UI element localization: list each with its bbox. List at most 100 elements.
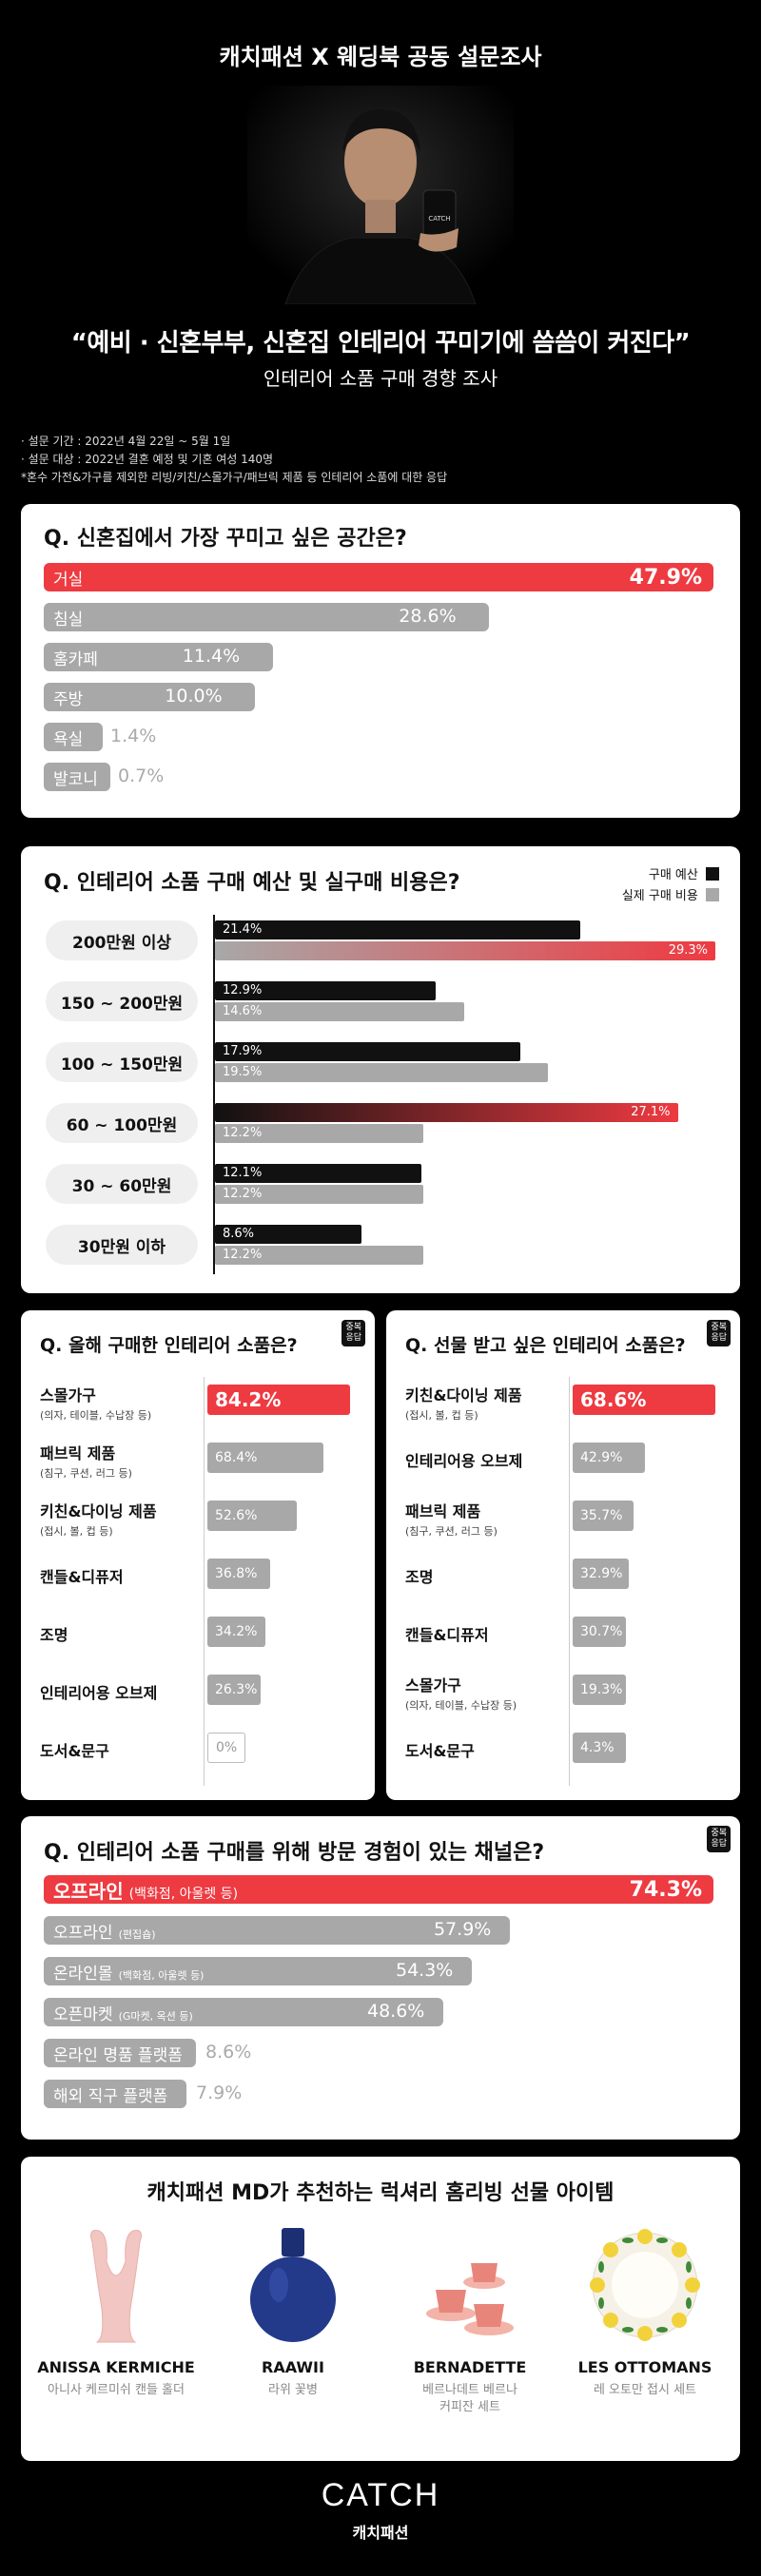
- q3-item-name-2: 키친&다이닝 제품: [40, 1502, 157, 1520]
- q4-item-value-5: 19.3%: [580, 1682, 623, 1697]
- subheadline: 인테리어 소품 구매 경향 조사: [263, 367, 498, 390]
- q2-card: Q. 인테리어 소품 구매 예산 및 실구매 비용은? 구매 예산 실제 구매 …: [21, 846, 740, 1293]
- q2-budget-bar-3: 27.1%: [215, 1103, 678, 1122]
- note-period: · 설문 기간 : 2022년 4월 22일 ~ 5월 1일: [21, 435, 231, 448]
- q5-card: Q. 인테리어 소품 구매를 위해 방문 경험이 있는 채널은? 중복 응답 오…: [21, 1816, 740, 2140]
- q4-card: Q. 선물 받고 싶은 인테리어 소품은? 중복 응답 키친&다이닝 제품 (접시…: [386, 1310, 740, 1800]
- q3-item-value-2: 52.6%: [215, 1508, 258, 1523]
- q2-category-1: 150 ~ 200만원: [46, 981, 198, 1021]
- coffee-cup-set-icon: [426, 2263, 514, 2335]
- q3-item-label-3: 캔들&디퓨저: [40, 1564, 124, 1587]
- q3-item-value-0: 84.2%: [215, 1388, 282, 1411]
- q4-item-bar-0: 68.6%: [573, 1385, 715, 1415]
- product-list: ANISSA KERMICHE 아니사 케르미쉬 캔들 홀더 RAAWII 라위…: [21, 2223, 740, 2451]
- q3-item-label-4: 조명: [40, 1622, 68, 1645]
- q5-bar-value-1: 57.9%: [434, 1919, 492, 1940]
- q5-bar-sub-2: (백화점, 아울렛 등): [118, 1968, 205, 1982]
- legend-budget: 구매 예산: [622, 865, 719, 886]
- q3-item-sub-1: (침구, 쿠션, 러그 등): [40, 1467, 132, 1480]
- plate-icon: [590, 2229, 700, 2341]
- recommend-title: 캐치패션 MD가 추천하는 럭셔리 홈리빙 선물 아이템: [146, 2181, 615, 2205]
- q5-bar-name-1: 오프라인: [53, 1923, 113, 1943]
- q5-bar-3: 오픈마켓 (G마켓, 옥션 등): [44, 1998, 443, 2026]
- q1-bar-label: 거실: [53, 570, 84, 590]
- q5-bar-sub-1: (편집숍): [118, 1927, 156, 1941]
- product-lesottomans[interactable]: LES OTTOMANS 레 오토만 접시 세트: [559, 2223, 731, 2399]
- q1-bar-4: 욕실: [44, 723, 103, 751]
- product-bernadette[interactable]: BERNADETTE 베르나데트 베르나 커피잔 세트: [384, 2223, 556, 2416]
- headline: “예비 · 신혼부부, 신혼집 인테리어 꾸미기에 씀씀이 커진다”: [70, 329, 691, 358]
- product-bernadette-desc: 베르나데트 베르나 커피잔 세트: [422, 2383, 517, 2414]
- q5-bar-value-0: 74.3%: [629, 1877, 702, 1902]
- footer-logo: CATCH: [321, 2477, 440, 2513]
- q4-item-bar-3: 32.9%: [573, 1559, 629, 1589]
- q2-budget-label-3: 27.1%: [631, 1105, 671, 1119]
- q3-item-bar-4: 34.2%: [207, 1617, 265, 1647]
- product-raawii[interactable]: RAAWII 라위 꽃병: [207, 2223, 379, 2399]
- q2-question: Q. 인테리어 소품 구매 예산 및 실구매 비용은?: [44, 871, 460, 895]
- q1-bar-0: 거실 47.9%: [44, 563, 713, 591]
- q3-item-label-1: 패브릭 제품 (침구, 쿠션, 러그 등): [40, 1441, 132, 1481]
- q4-item-sub-5: (의자, 테이블, 수납장 등): [405, 1699, 517, 1712]
- q2-budget-bar-4: 12.1%: [215, 1164, 422, 1183]
- q1-bar-value: 1.4%: [110, 726, 157, 746]
- q2-legend: 구매 예산 실제 구매 비용: [622, 865, 719, 907]
- product-anissa[interactable]: ANISSA KERMICHE 아니사 케르미쉬 캔들 홀더: [30, 2223, 202, 2399]
- q5-bar-0: 오프라인 (백화점, 아울렛 등) 74.3%: [44, 1875, 713, 1904]
- q4-item-sub-2: (침구, 쿠션, 러그 등): [405, 1525, 498, 1538]
- q2-actual-bar-5: 12.2%: [215, 1246, 424, 1265]
- q4-item-sub-0: (접시, 볼, 컵 등): [405, 1409, 478, 1422]
- q2-actual-bar-0: 29.3%: [215, 941, 715, 960]
- q2-actual-bar-1: 14.6%: [215, 1002, 465, 1021]
- q4-item-label-3: 조명: [405, 1564, 433, 1587]
- q2-actual-label-2: 19.5%: [223, 1065, 263, 1079]
- q5-bar-label-5: 해외 직구 플랫폼: [44, 2082, 167, 2106]
- model-photo: CATCH: [247, 86, 514, 305]
- q2-category-5: 30만원 이하: [46, 1225, 198, 1265]
- q5-bar-value-3: 48.6%: [367, 2001, 425, 2022]
- q5-bar-name-2: 온라인몰: [53, 1964, 113, 1984]
- q3-item-label-2: 키친&다이닝 제품 (접시, 볼, 컵 등): [40, 1499, 157, 1539]
- q4-item-name-5: 스몰가구: [405, 1676, 461, 1695]
- q1-card: Q. 신혼집에서 가장 꾸미고 싶은 공간은? 거실 47.9% 침실 28.6% 홈카…: [21, 504, 740, 818]
- q3-question: Q. 올해 구매한 인테리어 소품은?: [40, 1335, 298, 1356]
- product-raawii-desc: 라위 꽃병: [268, 2383, 318, 2397]
- product-bernadette-name: BERNADETTE: [413, 2358, 527, 2376]
- q1-bar-label: 홈카페: [53, 649, 98, 669]
- q3-item-label-5: 인테리어용 오브제: [40, 1680, 157, 1703]
- q5-badge: 중복 응답: [707, 1826, 731, 1852]
- q3-item-value-5: 26.3%: [215, 1682, 258, 1697]
- q2-actual-label-3: 12.2%: [223, 1126, 263, 1140]
- q5-bar-label-3: 오픈마켓 (G마켓, 옥션 등): [44, 2001, 193, 2024]
- q4-item-name-3: 조명: [405, 1568, 434, 1586]
- q3-item-value-1: 68.4%: [215, 1450, 258, 1465]
- q5-bar-name-4: 온라인 명품 플랫폼: [53, 2045, 183, 2065]
- q3-item-label-0: 스몰가구 (의자, 테이블, 수납장 등): [40, 1383, 151, 1423]
- q2-actual-label-4: 12.2%: [223, 1187, 263, 1201]
- q3-item-bar-0: 84.2%: [207, 1385, 350, 1415]
- q5-bar-label-2: 온라인몰 (백화점, 아울렛 등): [44, 1960, 204, 1984]
- q4-item-bar-2: 35.7%: [573, 1501, 634, 1531]
- q4-item-name-6: 도서&문구: [405, 1742, 475, 1760]
- q3-item-label-6: 도서&문구: [40, 1738, 109, 1761]
- candle-holder-icon: [90, 2230, 142, 2343]
- q4-question: Q. 선물 받고 싶은 인테리어 소품은?: [405, 1335, 686, 1356]
- recommend-card: 캐치패션 MD가 추천하는 럭셔리 홈리빙 선물 아이템 ANISSA KERM…: [21, 2157, 740, 2461]
- q1-bar-value: 28.6%: [399, 606, 457, 627]
- q5-bar-name-0: 오프라인: [53, 1879, 124, 1903]
- q5-bar-label-0: 오프라인 (백화점, 아울렛 등): [44, 1876, 238, 1904]
- q2-category-3: 60 ~ 100만원: [46, 1103, 198, 1143]
- q5-bar-2: 온라인몰 (백화점, 아울렛 등): [44, 1957, 472, 1985]
- q1-bar-label: 침실: [53, 610, 84, 629]
- q5-bar-1: 오프라인 (편집숍): [44, 1916, 510, 1945]
- q3-item-value-4: 34.2%: [215, 1624, 258, 1639]
- q4-item-label-4: 캔들&디퓨저: [405, 1622, 489, 1645]
- svg-text:CATCH: CATCH: [428, 215, 450, 223]
- q4-item-label-2: 패브릭 제품 (침구, 쿠션, 러그 등): [405, 1499, 498, 1539]
- legend-actual-swatch: [706, 888, 719, 901]
- q4-item-value-3: 32.9%: [580, 1566, 623, 1581]
- q1-bar-label: 발코니: [53, 769, 98, 789]
- q4-item-name-0: 키친&다이닝 제품: [405, 1386, 522, 1404]
- q4-item-name-1: 인테리어용 오브제: [405, 1452, 523, 1470]
